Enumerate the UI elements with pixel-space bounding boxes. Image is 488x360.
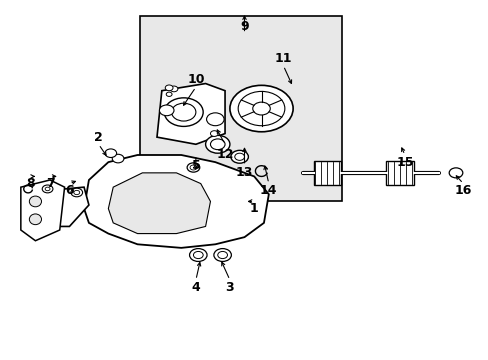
Text: 4: 4 [191, 281, 200, 294]
Text: 16: 16 [454, 184, 471, 197]
Circle shape [165, 85, 173, 91]
Text: 6: 6 [65, 184, 74, 197]
Text: 8: 8 [26, 177, 35, 190]
Ellipse shape [29, 196, 41, 207]
Text: 11: 11 [274, 52, 291, 65]
Polygon shape [84, 155, 268, 248]
Circle shape [448, 168, 462, 178]
Text: 15: 15 [395, 156, 413, 168]
Text: 10: 10 [187, 73, 204, 86]
Circle shape [164, 98, 203, 126]
Circle shape [45, 187, 50, 191]
Circle shape [187, 163, 200, 172]
Circle shape [217, 251, 227, 258]
Circle shape [171, 103, 196, 121]
Polygon shape [21, 180, 64, 241]
Circle shape [170, 86, 178, 92]
Text: 1: 1 [249, 202, 258, 215]
Circle shape [193, 251, 203, 258]
Text: 9: 9 [240, 20, 248, 33]
Circle shape [234, 153, 244, 160]
Circle shape [210, 139, 224, 150]
Circle shape [71, 188, 82, 197]
Text: 7: 7 [45, 177, 54, 190]
Circle shape [213, 249, 231, 261]
Circle shape [205, 135, 229, 153]
Bar [386, 161, 413, 185]
Text: 12: 12 [216, 148, 233, 162]
Circle shape [230, 150, 248, 163]
Circle shape [74, 190, 80, 195]
Circle shape [229, 85, 292, 132]
Text: 14: 14 [260, 184, 277, 197]
Polygon shape [108, 173, 210, 234]
Polygon shape [157, 84, 224, 144]
Circle shape [252, 102, 270, 115]
Circle shape [42, 185, 53, 193]
Text: 3: 3 [225, 281, 234, 294]
Circle shape [159, 105, 174, 116]
Circle shape [210, 131, 218, 136]
Bar [313, 161, 340, 185]
Polygon shape [40, 187, 89, 226]
Text: 13: 13 [235, 166, 253, 179]
Circle shape [105, 149, 116, 157]
Circle shape [206, 113, 224, 126]
Circle shape [112, 154, 123, 163]
Circle shape [166, 92, 172, 96]
Bar [140, 16, 341, 202]
Circle shape [189, 249, 206, 261]
Text: 5: 5 [191, 159, 200, 172]
Ellipse shape [29, 214, 41, 225]
Circle shape [190, 165, 197, 170]
Circle shape [238, 91, 285, 126]
Text: 2: 2 [94, 131, 103, 144]
